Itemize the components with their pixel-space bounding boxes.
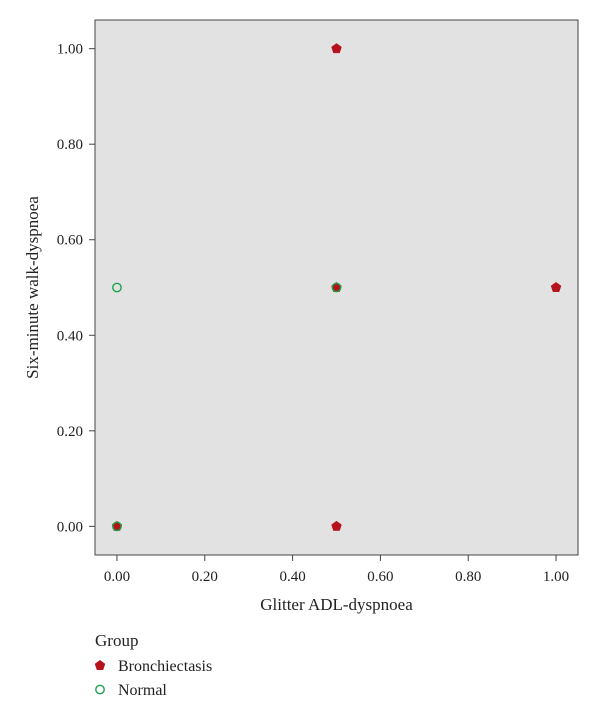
legend-marker bbox=[94, 659, 106, 670]
legend-label: Bronchiectasis bbox=[118, 658, 212, 675]
data-point bbox=[112, 282, 122, 293]
legend-label: Normal bbox=[118, 682, 167, 699]
x-tick-label: 1.00 bbox=[543, 569, 569, 585]
x-tick-label: 0.00 bbox=[104, 569, 130, 585]
y-axis-title: Six-minute walk-dyspnoea bbox=[23, 196, 42, 379]
x-tick-label: 0.80 bbox=[455, 569, 481, 585]
legend-item: Bronchiectasis bbox=[94, 658, 212, 675]
data-points bbox=[111, 43, 562, 532]
y-tick-label: 0.00 bbox=[57, 519, 83, 535]
y-axis: 0.00 0.20 0.40 0.60 0.80 1.00 bbox=[57, 42, 95, 535]
data-point bbox=[550, 281, 562, 292]
y-tick-label: 1.00 bbox=[57, 42, 83, 58]
legend-marker bbox=[95, 684, 105, 695]
legend-title: Group bbox=[95, 631, 138, 650]
y-tick-label: 0.60 bbox=[57, 233, 83, 249]
series-normal bbox=[112, 282, 342, 532]
y-tick-label: 0.80 bbox=[57, 137, 83, 153]
x-tick-label: 0.20 bbox=[192, 569, 218, 585]
y-tick-label: 0.20 bbox=[57, 424, 83, 440]
legend: Group Bronchiectasis Normal bbox=[94, 631, 212, 699]
y-tick-label: 0.40 bbox=[57, 328, 83, 344]
data-point bbox=[331, 43, 342, 54]
legend-item: Normal bbox=[95, 682, 167, 699]
x-tick-label: 0.40 bbox=[279, 569, 305, 585]
x-axis-title: Glitter ADL-dyspnoea bbox=[260, 595, 413, 614]
data-point bbox=[331, 282, 342, 293]
data-point bbox=[331, 520, 342, 531]
x-axis: 0.00 0.20 0.40 0.60 0.80 1.00 bbox=[104, 555, 569, 585]
x-tick-label: 0.60 bbox=[367, 569, 393, 585]
data-point bbox=[112, 521, 122, 532]
